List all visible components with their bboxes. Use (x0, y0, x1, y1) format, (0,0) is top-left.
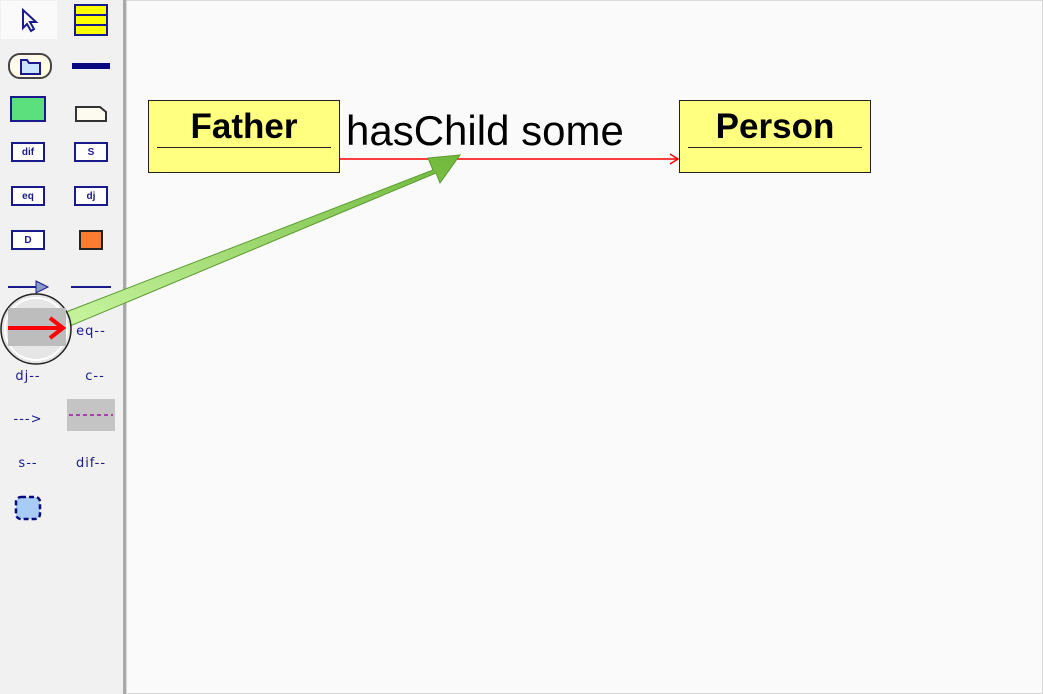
eq-link-tool[interactable]: eq-- (76, 323, 106, 339)
green-rectangle-icon (10, 96, 46, 122)
note-tool[interactable] (66, 95, 116, 133)
package-tool[interactable] (5, 47, 55, 85)
dj-link-tool[interactable]: dj-- (15, 368, 41, 384)
select-tool[interactable] (1, 1, 57, 39)
orange-square-icon (79, 230, 103, 250)
dashed-rounded-box-icon (14, 495, 42, 521)
generalization-tool[interactable] (3, 268, 53, 306)
plain-line-icon (71, 286, 111, 288)
dashed-purple-tool[interactable] (67, 399, 115, 431)
class-tool[interactable] (66, 1, 116, 39)
s-tool[interactable]: S (66, 133, 116, 171)
rectangle-tool[interactable] (3, 90, 53, 128)
eq-tool[interactable]: eq (3, 177, 53, 215)
dashed-line-icon (69, 414, 113, 416)
class-person[interactable]: Person (679, 100, 871, 173)
box-icon: D (11, 230, 45, 250)
class-name: Father (157, 107, 331, 148)
dif-tool[interactable]: dif (3, 133, 53, 171)
association-tool[interactable] (66, 268, 116, 306)
D-tool[interactable]: D (3, 221, 53, 259)
relation-layer (340, 153, 680, 165)
toolbar: dif S eq dj D eq-- dj-- c-- ---> s-- dif… (0, 0, 126, 694)
dj-tool[interactable]: dj (66, 177, 116, 215)
class-name: Person (688, 107, 862, 148)
triangle-arrow-icon (8, 280, 50, 294)
s-link-tool[interactable]: s-- (18, 455, 38, 471)
note-icon: S (74, 142, 108, 162)
class-box-icon (74, 4, 108, 36)
folder-icon (8, 53, 52, 79)
thick-line-icon (72, 63, 110, 69)
note-icon: dif (11, 142, 45, 162)
note-icon: eq (11, 186, 45, 206)
orange-tool[interactable] (66, 221, 116, 259)
boundary-tool[interactable] (3, 489, 53, 527)
dependency-tool[interactable]: ---> (13, 411, 43, 427)
note-icon (75, 106, 107, 122)
note-icon: dj (74, 186, 108, 206)
line-tool[interactable] (66, 47, 116, 85)
relation-label[interactable]: hasChild some (346, 107, 624, 154)
relation-arrow[interactable] (340, 153, 680, 165)
diagram-canvas[interactable]: Father Person hasChild some (126, 0, 1043, 694)
cursor-arrow-icon (22, 7, 39, 33)
c-link-tool[interactable]: c-- (85, 368, 105, 384)
dif-link-tool[interactable]: dif-- (75, 455, 107, 471)
